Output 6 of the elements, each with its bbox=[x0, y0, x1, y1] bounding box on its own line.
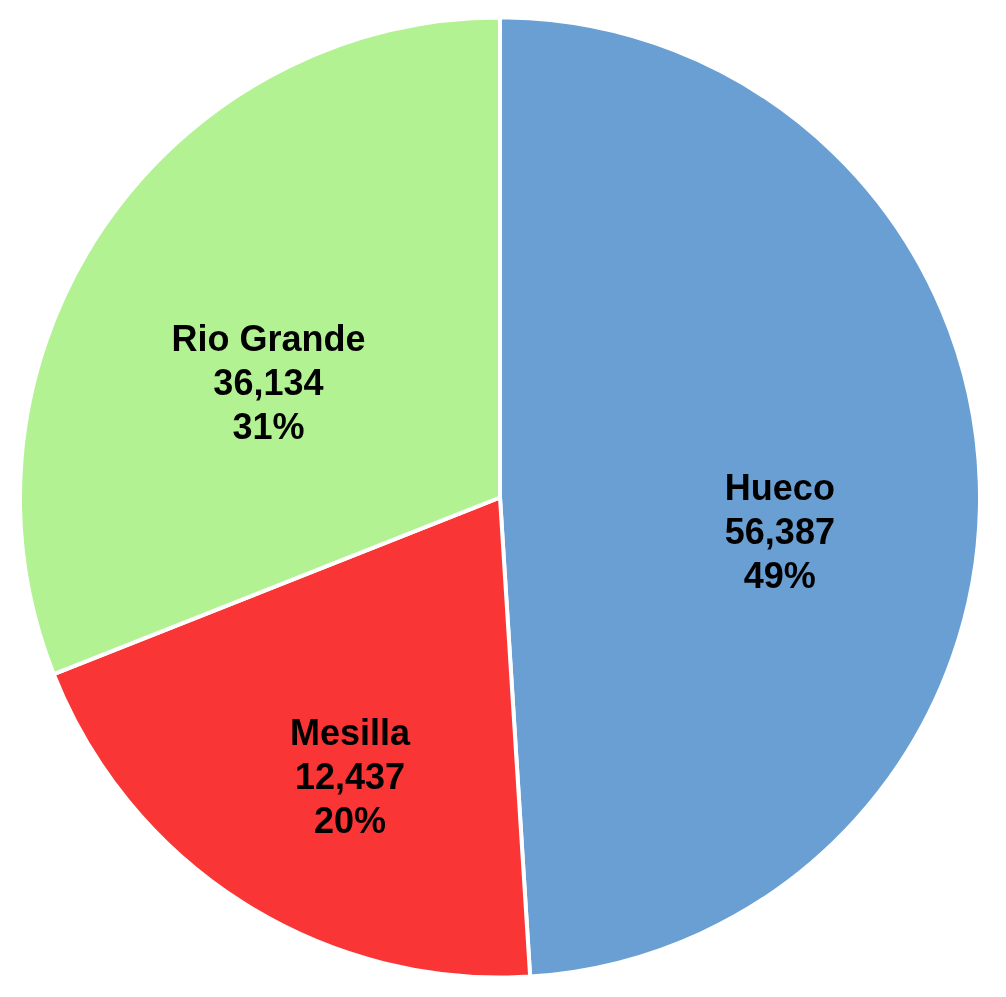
data-label: 56,387 49% bbox=[724, 510, 835, 596]
slice-label: Rio Grande bbox=[171, 318, 366, 360]
data-label: 12,437 20% bbox=[294, 755, 406, 841]
slice-label: Hueco bbox=[724, 466, 835, 508]
data-label: 36,134 31% bbox=[213, 362, 324, 448]
slice-label: Mesilla bbox=[289, 711, 411, 753]
